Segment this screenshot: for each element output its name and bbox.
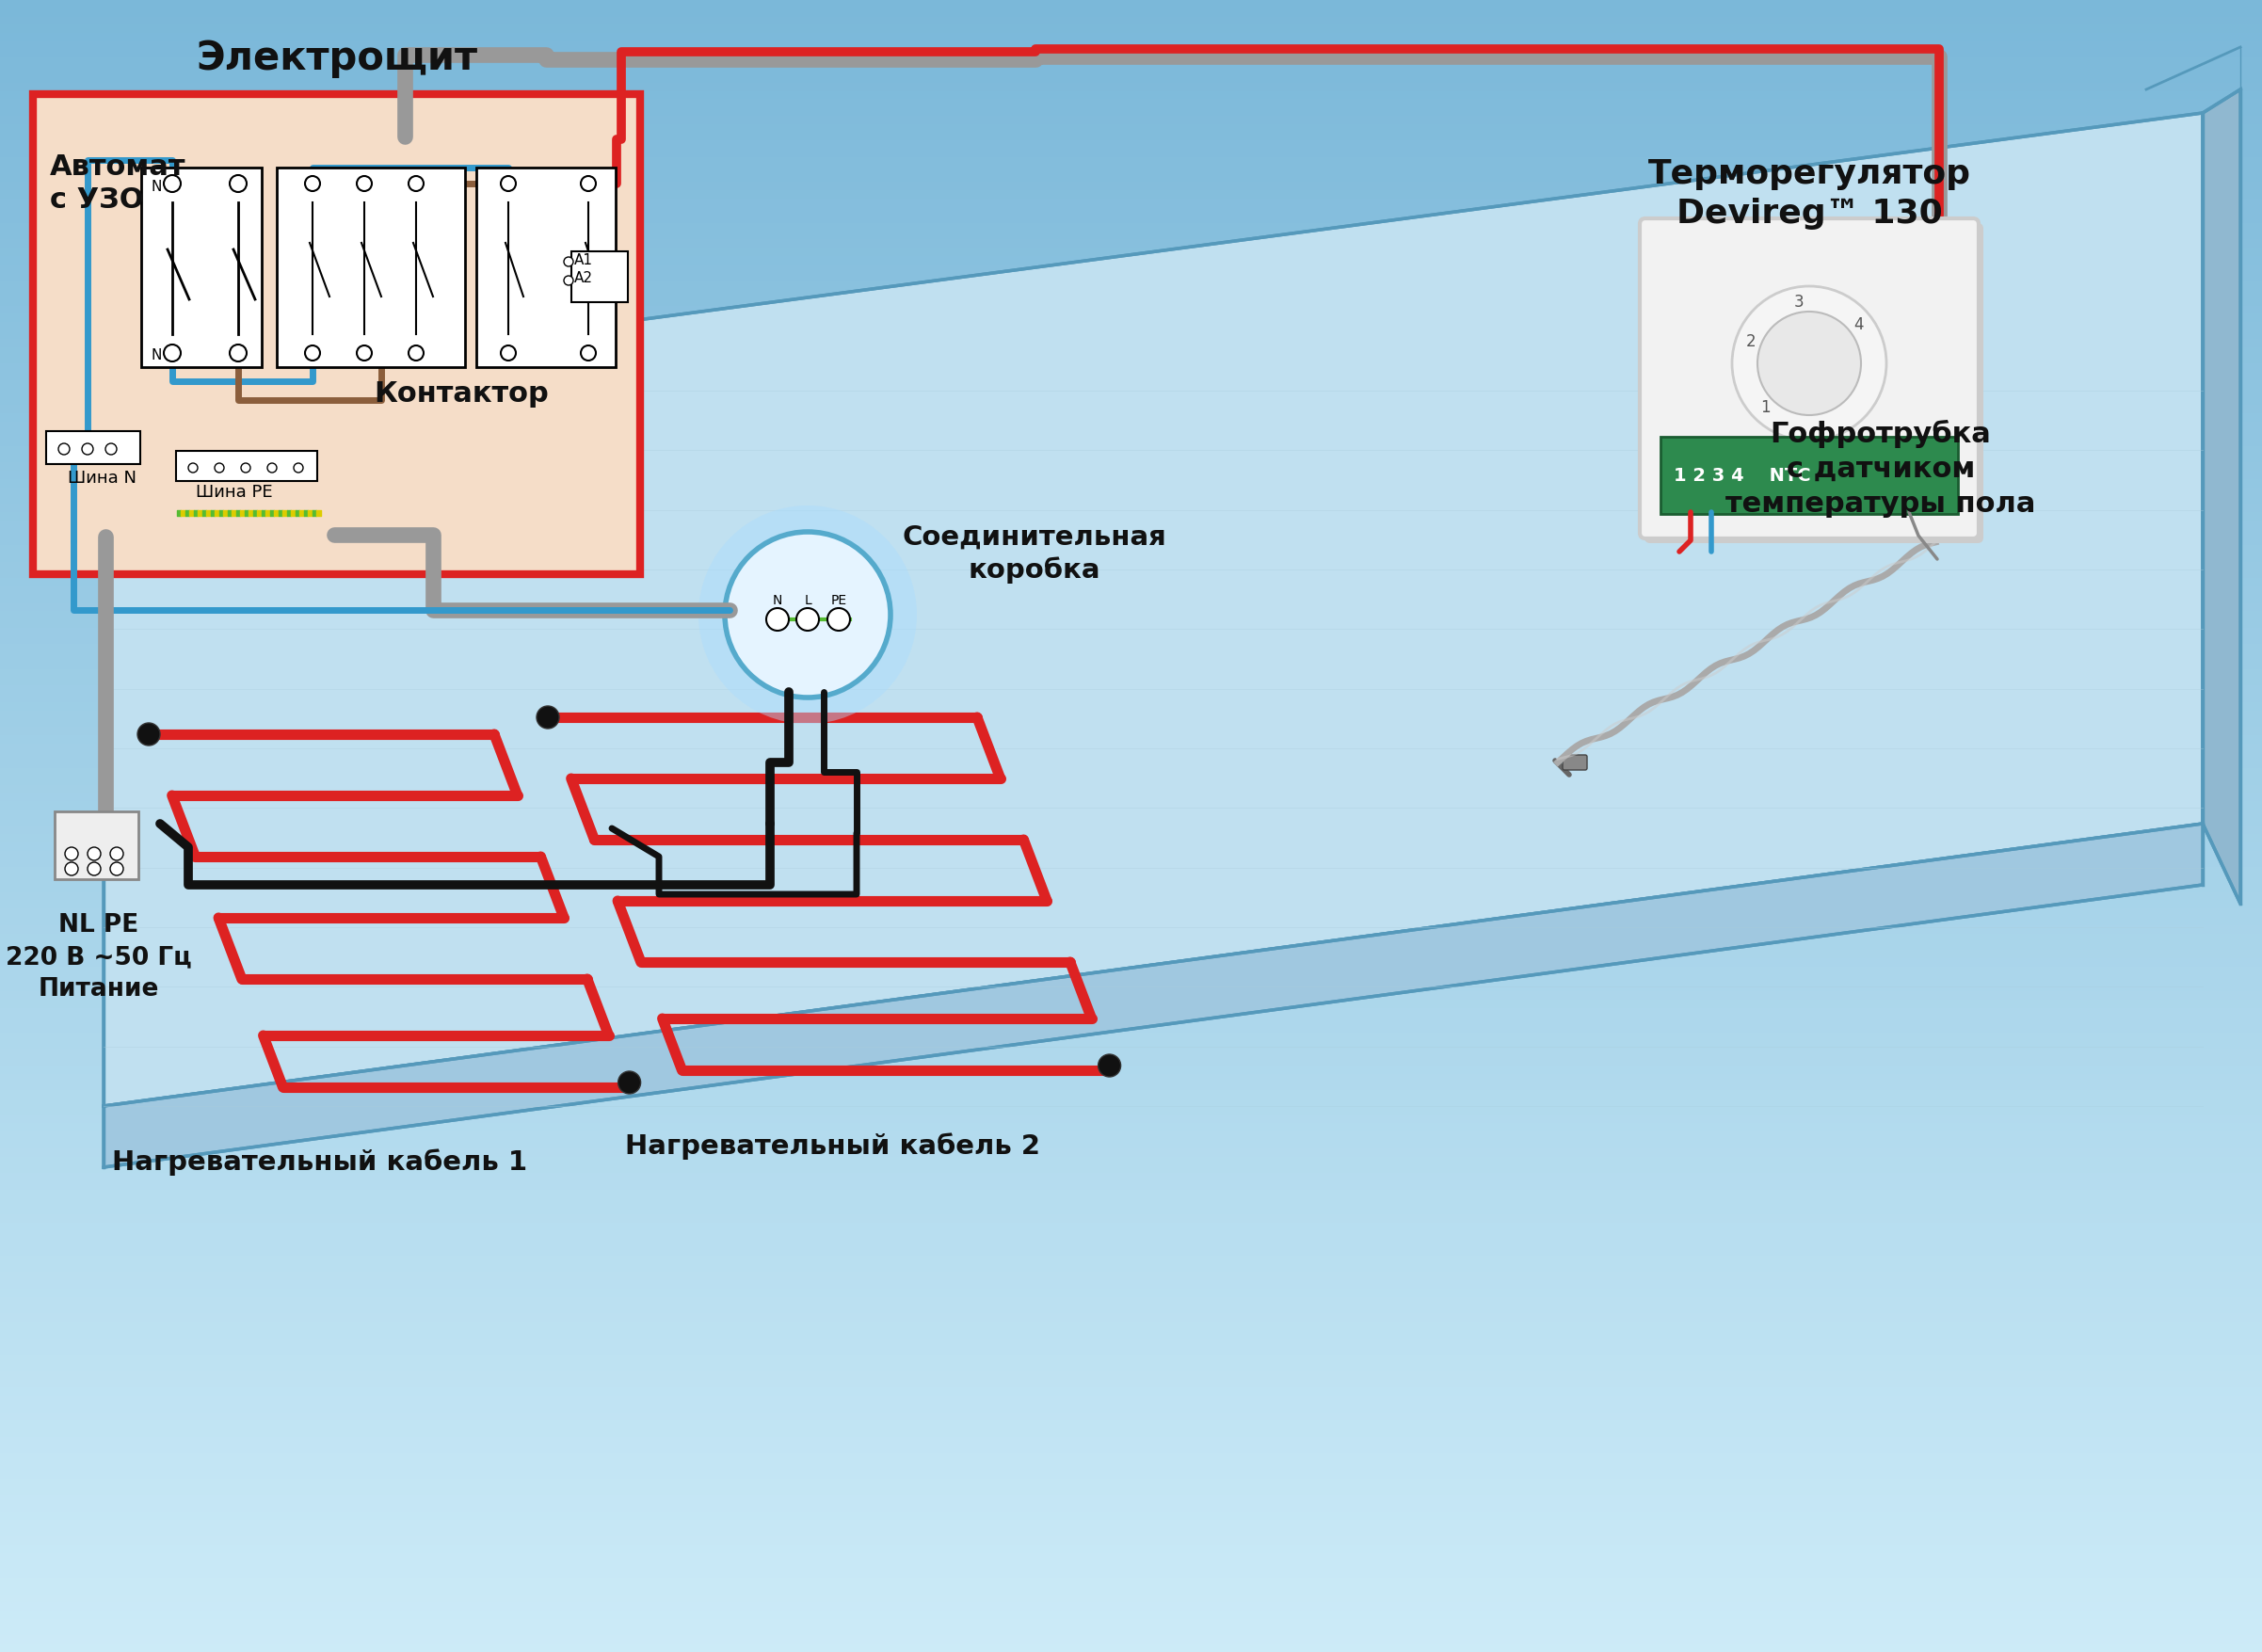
Circle shape xyxy=(106,443,118,454)
Polygon shape xyxy=(104,112,2203,1107)
Polygon shape xyxy=(104,824,2203,1168)
Polygon shape xyxy=(2203,89,2239,904)
FancyBboxPatch shape xyxy=(1660,436,1959,514)
FancyBboxPatch shape xyxy=(1640,218,1979,539)
Circle shape xyxy=(305,345,319,360)
Text: N: N xyxy=(152,180,161,193)
Text: Терморегулятор
Devireg™ 130: Терморегулятор Devireg™ 130 xyxy=(1647,159,1970,230)
Text: 2: 2 xyxy=(1746,334,1755,350)
Circle shape xyxy=(828,608,851,631)
Text: Нагревательный кабель 2: Нагревательный кабель 2 xyxy=(627,1133,1041,1160)
Circle shape xyxy=(267,463,276,472)
FancyBboxPatch shape xyxy=(477,167,615,367)
Text: Нагревательный кабель 1: Нагревательный кабель 1 xyxy=(113,1150,527,1176)
Text: A2: A2 xyxy=(575,271,593,286)
Circle shape xyxy=(111,862,124,876)
Text: PE: PE xyxy=(830,595,846,608)
Circle shape xyxy=(357,345,371,360)
Text: Гофротрубка
с датчиком
температуры пола: Гофротрубка с датчиком температуры пола xyxy=(1726,420,2036,517)
Text: Электрощит: Электрощит xyxy=(197,38,477,78)
Text: A1: A1 xyxy=(575,253,593,268)
Circle shape xyxy=(111,847,124,861)
Circle shape xyxy=(66,862,79,876)
Text: L: L xyxy=(803,595,812,608)
Circle shape xyxy=(563,276,572,286)
FancyBboxPatch shape xyxy=(45,431,140,464)
Circle shape xyxy=(500,177,516,192)
FancyBboxPatch shape xyxy=(572,251,629,302)
Circle shape xyxy=(1097,1054,1120,1077)
Text: NL PE
220 В ~50 Гц
Питание: NL PE 220 В ~50 Гц Питание xyxy=(7,914,192,1001)
Circle shape xyxy=(59,443,70,454)
Circle shape xyxy=(215,463,224,472)
Circle shape xyxy=(88,862,102,876)
Text: Шина PE: Шина PE xyxy=(197,484,274,501)
FancyBboxPatch shape xyxy=(1563,755,1588,770)
Circle shape xyxy=(536,705,559,729)
Circle shape xyxy=(1733,286,1887,441)
Circle shape xyxy=(81,443,93,454)
Text: Контактор: Контактор xyxy=(373,380,550,406)
Circle shape xyxy=(163,345,181,362)
Circle shape xyxy=(188,463,197,472)
FancyBboxPatch shape xyxy=(140,167,262,367)
Circle shape xyxy=(618,1070,640,1094)
Circle shape xyxy=(699,506,916,724)
Circle shape xyxy=(357,177,371,192)
Circle shape xyxy=(563,258,572,266)
Circle shape xyxy=(231,345,247,362)
Text: N: N xyxy=(774,595,783,608)
Text: 1: 1 xyxy=(1760,398,1771,416)
Circle shape xyxy=(796,608,819,631)
Circle shape xyxy=(724,532,891,697)
Circle shape xyxy=(138,724,161,745)
Circle shape xyxy=(305,177,319,192)
Text: Соединительная
коробка: Соединительная коробка xyxy=(903,524,1167,583)
Circle shape xyxy=(88,847,102,861)
Text: 3: 3 xyxy=(1794,294,1803,311)
Text: 4: 4 xyxy=(1853,317,1864,334)
Circle shape xyxy=(767,608,789,631)
Circle shape xyxy=(581,177,595,192)
Circle shape xyxy=(294,463,303,472)
Circle shape xyxy=(242,463,251,472)
Circle shape xyxy=(1758,312,1862,415)
Text: Шина N: Шина N xyxy=(68,469,136,487)
Circle shape xyxy=(409,177,423,192)
Text: 1 2 3 4    NTC: 1 2 3 4 NTC xyxy=(1674,466,1812,484)
Text: Автомат
с УЗО: Автомат с УЗО xyxy=(50,154,185,215)
Text: N: N xyxy=(152,349,161,362)
FancyBboxPatch shape xyxy=(54,811,138,879)
Circle shape xyxy=(409,345,423,360)
Circle shape xyxy=(581,345,595,360)
FancyBboxPatch shape xyxy=(176,451,317,481)
FancyBboxPatch shape xyxy=(1644,223,1984,544)
Circle shape xyxy=(163,175,181,192)
Circle shape xyxy=(231,175,247,192)
FancyBboxPatch shape xyxy=(34,94,640,575)
FancyBboxPatch shape xyxy=(276,167,466,367)
Circle shape xyxy=(66,847,79,861)
Circle shape xyxy=(500,345,516,360)
